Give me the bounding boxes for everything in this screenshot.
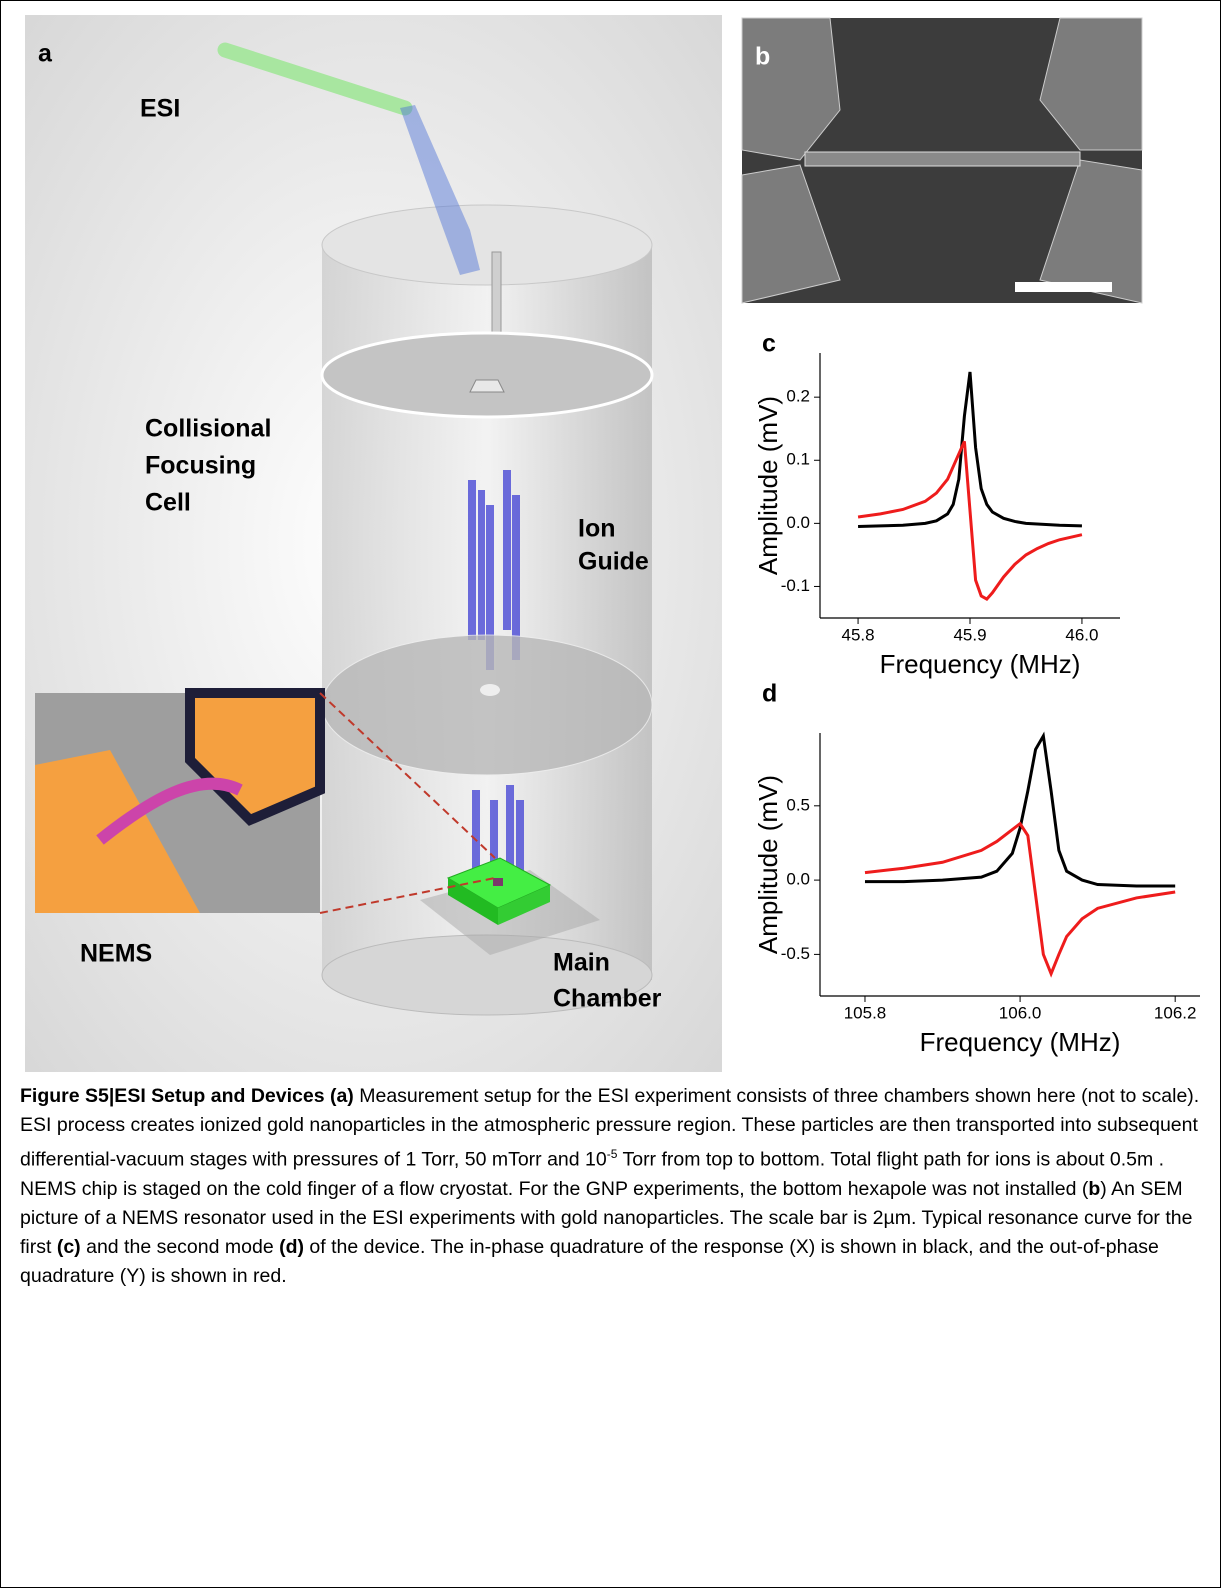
x-tick-label: 46.0	[1065, 625, 1098, 644]
annotation: ESI	[140, 95, 180, 123]
figure: a ESI Collisional Focusing Cell Ion Guid…	[0, 0, 1221, 1080]
caption-text: -5	[607, 1147, 618, 1161]
y-axis-label: Amplitude (mV)	[753, 396, 783, 575]
annotation: Focusing	[145, 452, 256, 480]
y-tick-label: -0.5	[781, 944, 810, 963]
y-tick-label: 0.5	[786, 795, 810, 814]
caption-text: and the second mode	[81, 1236, 279, 1258]
annotation: NEMS	[80, 940, 152, 968]
y-tick-label: 0.1	[786, 450, 810, 469]
data-line	[858, 441, 1082, 599]
annotation: Ion	[578, 515, 616, 543]
x-tick-label: 106.0	[999, 1003, 1042, 1022]
caption-text: b	[1088, 1178, 1100, 1200]
annotation: Collisional	[145, 415, 271, 443]
panel-a-illustration	[25, 15, 722, 1072]
figure-caption: Figure S5|ESI Setup and Devices (a) Meas…	[20, 1082, 1205, 1291]
annotation: Cell	[145, 489, 191, 517]
x-tick-label: 45.9	[953, 625, 986, 644]
x-tick-label: 45.8	[842, 625, 875, 644]
x-axis-label: Frequency (MHz)	[880, 649, 1081, 679]
panel-label: d	[762, 680, 777, 708]
x-tick-label: 105.8	[844, 1003, 887, 1022]
panel-label: c	[762, 330, 776, 358]
annotation: Main	[553, 949, 610, 977]
annotation: Guide	[578, 548, 649, 576]
panel-label: b	[755, 43, 770, 71]
x-tick-label: 106.2	[1154, 1003, 1197, 1022]
caption-text: Figure S5|ESI Setup and Devices (a)	[20, 1085, 354, 1107]
x-axis-label: Frequency (MHz)	[920, 1027, 1121, 1057]
y-tick-label: -0.1	[781, 576, 810, 595]
annotation: Chamber	[553, 985, 662, 1013]
y-tick-label: 0.2	[786, 387, 810, 406]
caption-text: (d)	[279, 1236, 304, 1258]
y-tick-label: 0.0	[786, 870, 810, 889]
data-line	[865, 824, 1175, 974]
panel-label: a	[38, 40, 53, 68]
y-tick-label: 0.0	[786, 513, 810, 532]
caption-text: (c)	[57, 1236, 81, 1258]
y-axis-label: Amplitude (mV)	[753, 775, 783, 954]
data-line	[865, 736, 1175, 886]
sem-image	[742, 18, 1142, 303]
